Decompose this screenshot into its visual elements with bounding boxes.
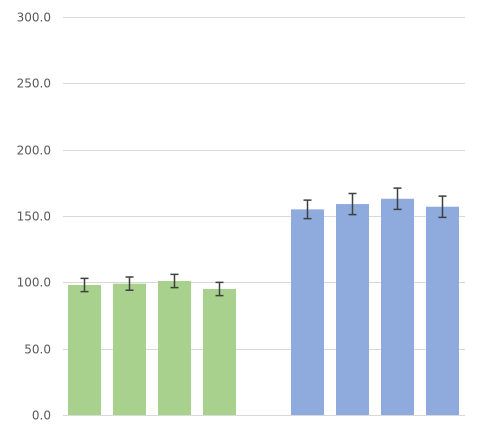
- y-tick-label: 100.0: [17, 276, 51, 290]
- error-bar-group2-bar1: [303, 199, 312, 220]
- y-tick-label: 0.0: [32, 409, 51, 423]
- bar-group2-bar2: [336, 204, 369, 415]
- bar-group2-bar1: [291, 209, 324, 415]
- error-bar-group1-bar1: [80, 277, 89, 293]
- y-tick-label: 300.0: [17, 11, 51, 25]
- bar-group1-bar4: [203, 288, 236, 415]
- error-bar-group1-bar3: [170, 273, 179, 289]
- error-bar-group2-bar2: [348, 192, 357, 216]
- y-tick-label: 150.0: [17, 210, 51, 224]
- bar-group2-bar3: [381, 198, 414, 415]
- y-tick-label: 250.0: [17, 77, 51, 91]
- error-bar-group2-bar3: [393, 187, 402, 211]
- y-axis-tick-labels: 0.0 50.0 100.0 150.0 200.0 250.0 300.0: [17, 11, 51, 423]
- error-bar-group1-bar2: [125, 276, 134, 292]
- bar-group2-bar4: [426, 206, 459, 415]
- bar-group1-bar2: [113, 283, 146, 415]
- y-tick-label: 50.0: [24, 343, 51, 357]
- error-bar-group1-bar4: [215, 281, 224, 297]
- error-bars: [80, 187, 447, 297]
- y-tick-label: 200.0: [17, 144, 51, 158]
- bar-group1-bar1: [68, 284, 101, 415]
- bar-group1-bar3: [158, 281, 191, 415]
- bars: [68, 198, 459, 415]
- error-bar-group2-bar4: [438, 195, 447, 219]
